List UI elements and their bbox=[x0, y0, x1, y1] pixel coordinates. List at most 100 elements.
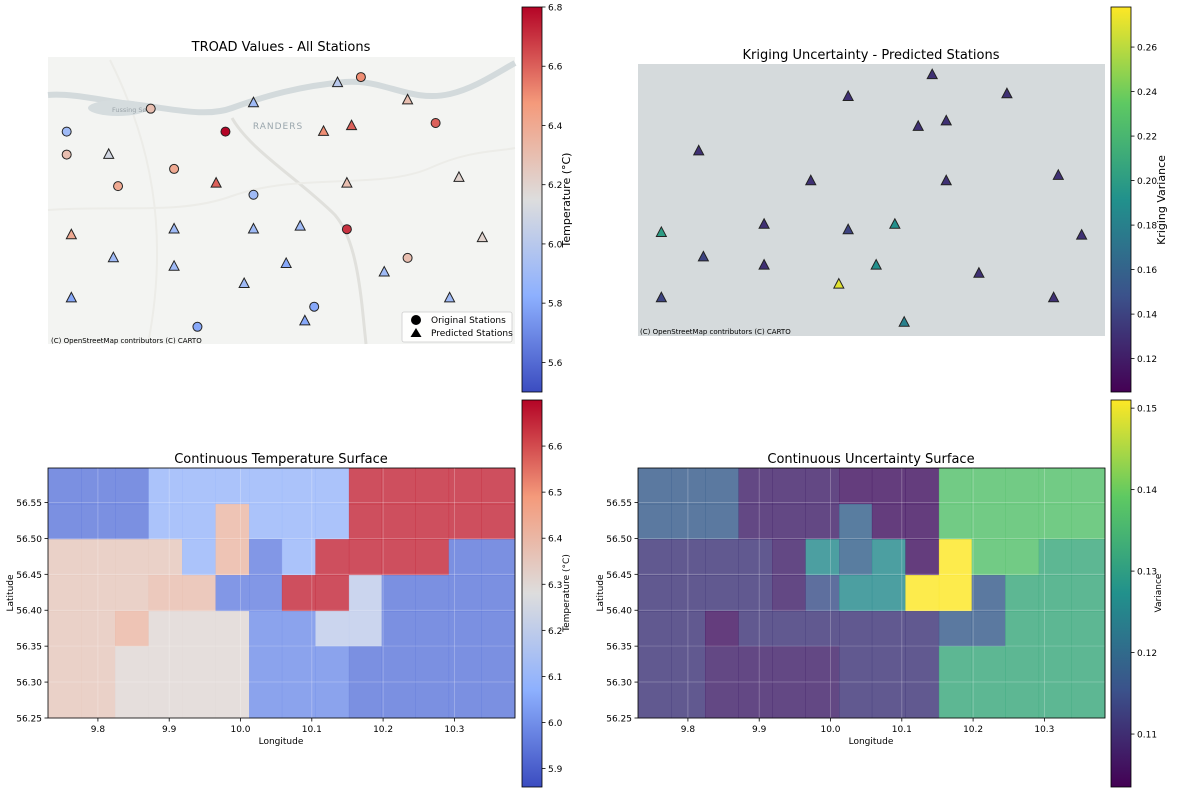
heatmap-cell bbox=[315, 539, 350, 576]
heatmap-cell bbox=[48, 575, 82, 612]
x-tick-label: 10.3 bbox=[444, 725, 464, 735]
heatmap-cell bbox=[871, 575, 906, 612]
colorbar-tick-label: 0.13 bbox=[1137, 568, 1157, 578]
heatmap-cell bbox=[1038, 682, 1072, 719]
predicted-station-marker bbox=[870, 258, 882, 270]
y-tick-label: 56.40 bbox=[16, 607, 42, 617]
colorbar-tick-label: 6.6 bbox=[548, 443, 563, 453]
heatmap-cell bbox=[448, 539, 482, 576]
x-tick-label: 10.2 bbox=[963, 725, 983, 735]
uncertainty-surface-title: Continuous Uncertainty Surface bbox=[767, 452, 974, 467]
heatmap-cell bbox=[1071, 682, 1106, 719]
colorbar-tick-label: 5.9 bbox=[548, 765, 563, 775]
heatmap-cell bbox=[249, 682, 283, 719]
heatmap-cell bbox=[481, 610, 516, 647]
heatmap-cell bbox=[638, 468, 672, 505]
heatmap-cell bbox=[249, 503, 283, 540]
heatmap-cell bbox=[1038, 575, 1072, 612]
y-tick-label: 56.35 bbox=[606, 643, 632, 653]
heatmap-cell bbox=[448, 610, 482, 647]
heatmap-cell bbox=[1071, 468, 1106, 505]
heatmap-cell bbox=[638, 539, 672, 576]
heatmap-cell bbox=[905, 682, 940, 719]
heatmap-cell bbox=[871, 503, 906, 540]
predicted-station-marker bbox=[898, 315, 911, 327]
predicted-station-marker bbox=[107, 251, 120, 263]
x-tick-label: 10.1 bbox=[302, 725, 322, 735]
heatmap-cell bbox=[971, 468, 1006, 505]
heatmap-cell bbox=[415, 503, 450, 540]
predicted-station-marker bbox=[65, 228, 78, 240]
heatmap-cell bbox=[381, 682, 416, 719]
heatmap-cell bbox=[115, 575, 149, 612]
predicted-station-marker bbox=[832, 277, 845, 289]
troad-map-label-randers: RANDERS bbox=[253, 122, 303, 132]
legend-box bbox=[401, 311, 513, 343]
heatmap-cell bbox=[805, 503, 840, 540]
heatmap-cell bbox=[148, 646, 183, 683]
heatmap-cell bbox=[348, 575, 383, 612]
heatmap-cell bbox=[638, 610, 672, 647]
heatmap-cell bbox=[738, 503, 773, 540]
predicted-station-marker bbox=[341, 176, 353, 188]
colorbar-tick-label: 6.2 bbox=[548, 627, 562, 637]
temperature-surface-ylabel: Latitude bbox=[6, 574, 16, 612]
y-tick-label: 56.50 bbox=[16, 535, 42, 545]
heatmap-cell bbox=[738, 646, 773, 683]
heatmap-cell bbox=[671, 503, 706, 540]
heatmap-cell bbox=[738, 575, 773, 612]
heatmap-cell bbox=[1038, 503, 1072, 540]
heatmap-cell bbox=[81, 610, 116, 647]
plot-frame bbox=[47, 467, 516, 719]
heatmap-cell bbox=[938, 682, 973, 719]
heatmap-cell bbox=[971, 610, 1006, 647]
predicted-station-marker bbox=[758, 258, 770, 270]
heatmap-cell bbox=[381, 575, 416, 612]
heatmap-cell bbox=[281, 610, 316, 647]
heatmap-cell bbox=[249, 610, 283, 647]
x-tick-label: 10.0 bbox=[230, 725, 250, 735]
kriging-station-markers bbox=[655, 68, 1088, 327]
heatmap-cell bbox=[48, 468, 82, 505]
temperature-surface-cells bbox=[48, 468, 516, 719]
heatmap-cell bbox=[381, 503, 416, 540]
original-station-marker bbox=[248, 189, 259, 200]
heatmap-cell bbox=[481, 682, 516, 719]
predicted-station-marker bbox=[168, 259, 180, 271]
heatmap-cell bbox=[315, 575, 350, 612]
predicted-station-marker bbox=[692, 144, 705, 156]
predicted-station-marker bbox=[973, 266, 985, 278]
heatmap-cell bbox=[81, 503, 116, 540]
heatmap-cell bbox=[1005, 539, 1040, 576]
heatmap-cell bbox=[1071, 503, 1106, 540]
heatmap-cell bbox=[705, 468, 739, 505]
heatmap-cell bbox=[81, 468, 116, 505]
troad-map-legend: Original Stations Predicted Stations bbox=[401, 311, 513, 343]
heatmap-cell bbox=[1038, 539, 1072, 576]
y-tick-label: 56.30 bbox=[606, 679, 632, 689]
heatmap-cell bbox=[905, 503, 940, 540]
heatmap-cell bbox=[1071, 539, 1106, 576]
x-tick-label: 9.9 bbox=[162, 725, 177, 735]
predicted-station-marker bbox=[926, 68, 939, 80]
colorbar-tick-label: 6.6 bbox=[548, 63, 563, 73]
original-station-marker bbox=[309, 301, 320, 312]
original-station-marker bbox=[355, 72, 366, 83]
colorbar-tick-label: 0.14 bbox=[1137, 311, 1157, 321]
heatmap-cell bbox=[415, 575, 450, 612]
predicted-station-marker bbox=[317, 124, 330, 136]
predicted-station-marker bbox=[1047, 291, 1060, 303]
colorbar-tick-label: 0.22 bbox=[1137, 133, 1157, 143]
heatmap-cell bbox=[249, 646, 283, 683]
colorbar-tick-label: 0.16 bbox=[1137, 266, 1157, 276]
original-station-marker bbox=[341, 224, 352, 235]
original-station-marker bbox=[402, 252, 413, 263]
heatmap-cell bbox=[705, 682, 739, 719]
heatmap-cell bbox=[215, 539, 250, 576]
heatmap-cell bbox=[938, 646, 973, 683]
heatmap-cell bbox=[182, 646, 216, 683]
heatmap-cell bbox=[48, 503, 82, 540]
heatmap-cell bbox=[315, 468, 350, 505]
predicted-station-marker bbox=[280, 256, 292, 268]
y-tick-label: 56.55 bbox=[16, 499, 42, 509]
